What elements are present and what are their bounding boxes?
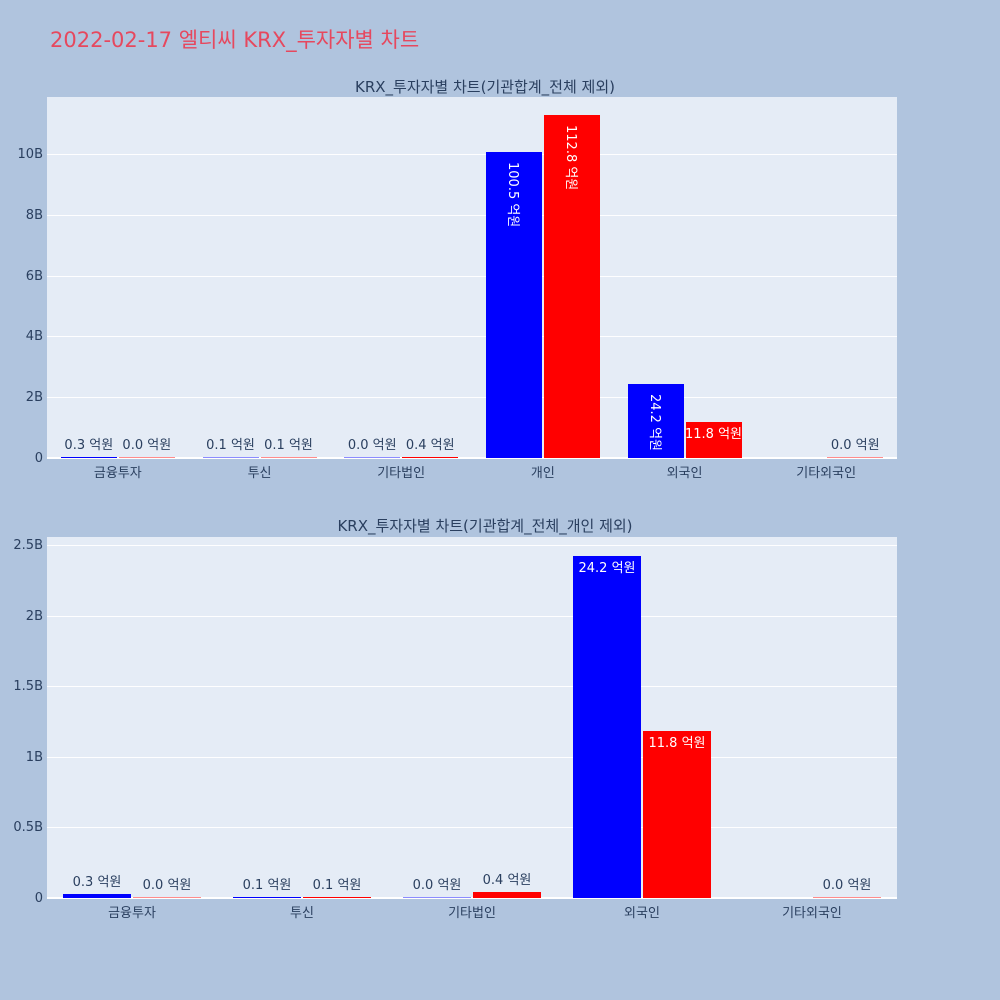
gridline bbox=[47, 615, 897, 617]
x-tick-label: 금융투자 bbox=[108, 906, 156, 921]
bar bbox=[403, 897, 471, 898]
bar-value-label: 112.8 억원 bbox=[563, 125, 579, 191]
x-tick-label: 개인 bbox=[530, 466, 555, 481]
bar bbox=[260, 457, 317, 458]
y-tick-label: 8B bbox=[25, 207, 43, 223]
bar-value-label: 11.8 억원 bbox=[648, 736, 706, 751]
bar-value-label: 24.2 억원 bbox=[578, 561, 636, 576]
x-tick-label: 기타외국인 bbox=[782, 906, 842, 921]
bar-value-label: 0.1 억원 bbox=[206, 438, 255, 453]
bar bbox=[813, 897, 881, 898]
bar bbox=[202, 457, 259, 458]
bar bbox=[573, 556, 641, 898]
bar-value-label: 100.5 억원 bbox=[505, 162, 521, 228]
x-tick-label: 금융투자 bbox=[93, 466, 142, 481]
bar bbox=[402, 457, 459, 458]
gridline bbox=[47, 827, 897, 829]
bar bbox=[344, 457, 401, 458]
gridline bbox=[47, 214, 897, 216]
y-tick-label: 2B bbox=[25, 390, 43, 406]
y-tick-label: 6B bbox=[25, 268, 43, 284]
chart-title-bottom: KRX_투자자별 차트(기관합계_전체_개인 제외) bbox=[337, 517, 633, 535]
bar bbox=[133, 897, 201, 898]
zero-line bbox=[47, 457, 897, 459]
chart-title-top: KRX_투자자별 차트(기관합계_전체 제외) bbox=[355, 78, 615, 96]
x-tick-label: 외국인 bbox=[624, 906, 660, 921]
y-tick-label: 4B bbox=[25, 329, 43, 345]
bar-value-label: 11.8 억원 bbox=[685, 427, 742, 442]
x-tick-label: 기타외국인 bbox=[796, 466, 857, 481]
y-tick-label: 1B bbox=[25, 749, 43, 765]
gridline bbox=[47, 397, 897, 399]
bar-value-label: 0.1 억원 bbox=[312, 878, 362, 893]
bar bbox=[233, 897, 301, 898]
x-tick-label: 외국인 bbox=[666, 466, 703, 481]
y-tick-label: 0 bbox=[34, 451, 43, 466]
page-title: 2022-02-17 엘티씨 KRX_투자자별 차트 bbox=[50, 28, 420, 52]
zero-line bbox=[47, 897, 897, 899]
bar bbox=[543, 115, 600, 458]
bar-value-label: 0.1 억원 bbox=[264, 438, 313, 453]
bar-value-label: 0.0 억원 bbox=[122, 438, 172, 453]
x-tick-label: 기타법인 bbox=[377, 466, 426, 481]
bar-value-label: 0.4 억원 bbox=[482, 873, 532, 888]
bar bbox=[118, 457, 175, 458]
bar bbox=[485, 152, 542, 458]
bar-value-label: 0.0 억원 bbox=[142, 878, 192, 893]
x-tick-label: 기타법인 bbox=[448, 906, 496, 921]
bar bbox=[827, 457, 884, 458]
bar-value-label: 0.0 억원 bbox=[830, 438, 880, 453]
y-tick-label: 10B bbox=[17, 146, 43, 162]
bar-value-label: 0.3 억원 bbox=[72, 875, 122, 890]
gridline bbox=[47, 275, 897, 277]
bar-value-label: 0.4 억원 bbox=[405, 438, 455, 453]
y-tick-label: 0.5B bbox=[13, 820, 43, 836]
y-tick-label: 2.5B bbox=[13, 538, 43, 554]
bar bbox=[685, 422, 742, 458]
bar-value-label: 0.1 억원 bbox=[242, 878, 292, 893]
x-tick-label: 투신 bbox=[247, 466, 272, 481]
bar bbox=[303, 897, 371, 898]
bar-value-label: 24.2 억원 bbox=[647, 394, 662, 451]
bar-value-label: 0.0 억원 bbox=[347, 438, 397, 453]
y-tick-label: 1.5B bbox=[13, 679, 43, 695]
x-tick-label: 투신 bbox=[290, 906, 314, 921]
gridline bbox=[47, 336, 897, 338]
bar-value-label: 0.0 억원 bbox=[412, 878, 462, 893]
bar-value-label: 0.0 억원 bbox=[822, 878, 872, 893]
gridline bbox=[47, 686, 897, 688]
plot-area-top: 0.3 억원 0.0 억원 0.1 억원 0.1 억원 0.0 억원 0.4 억원 100.… bbox=[47, 97, 897, 459]
bar bbox=[60, 457, 117, 458]
bar bbox=[627, 384, 684, 458]
y-tick-label: 0 bbox=[34, 891, 43, 906]
gridline bbox=[47, 756, 897, 758]
plot-area-bottom: 0.3 억원 0.0 억원 0.1 억원 0.1 억원 0.0 억원 0.4 억원 24.2… bbox=[47, 537, 897, 899]
bar bbox=[473, 892, 541, 898]
bar bbox=[643, 731, 711, 898]
bar bbox=[63, 894, 131, 898]
bar-value-label: 0.3 억원 bbox=[64, 438, 114, 453]
gridline bbox=[47, 545, 897, 547]
y-tick-label: 2B bbox=[25, 608, 43, 624]
gridline bbox=[47, 153, 897, 155]
